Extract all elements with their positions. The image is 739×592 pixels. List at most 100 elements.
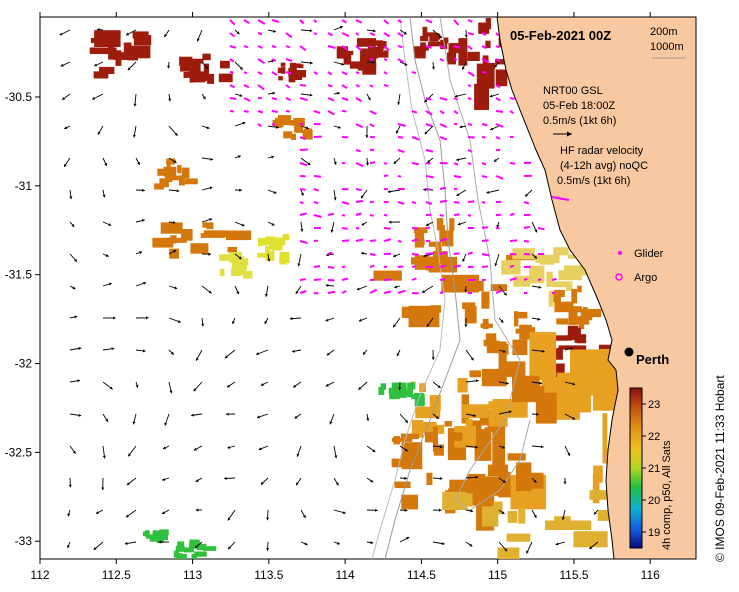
hf-vector <box>285 32 293 39</box>
argo-label: Argo <box>634 272 657 284</box>
gsl-vector-head <box>370 541 374 545</box>
gsl-vector-head <box>128 453 131 457</box>
sst-cell <box>566 282 573 291</box>
x-axis: 112 112.5 113 113.5 114 114.5 115 115.5 116 <box>30 12 660 582</box>
hf-vector <box>453 175 462 179</box>
hf-vector <box>467 97 472 101</box>
sst-cell <box>191 553 198 559</box>
gsl-vector-head <box>102 194 106 198</box>
sst-cell <box>187 62 201 72</box>
sst-cell <box>476 63 495 89</box>
hf-vector <box>229 71 234 74</box>
hf-vector <box>341 214 346 217</box>
sst-cell <box>166 158 176 165</box>
sst-cell <box>411 419 424 438</box>
hf-vector <box>313 265 321 268</box>
sst-cell <box>576 334 587 344</box>
sst-cell <box>170 235 177 244</box>
sst-cell <box>482 55 489 69</box>
gsl-vector-head <box>271 155 275 159</box>
hf-vector <box>285 71 292 75</box>
gsl-vector-head <box>475 445 478 449</box>
sst-cell <box>149 535 160 542</box>
hf-vector <box>439 123 448 129</box>
gsl-vector-head <box>464 324 468 327</box>
gsl-vector-head <box>71 223 75 227</box>
sst-cell <box>184 547 194 553</box>
hf-vector <box>271 123 276 127</box>
sst-cell <box>507 510 518 523</box>
sst-cell <box>202 222 207 228</box>
gsl-vector-head <box>266 517 270 521</box>
sst-cell <box>154 183 165 190</box>
hf-vector <box>411 162 420 166</box>
gsl-vector-head <box>177 320 181 323</box>
hf-vector <box>285 97 291 102</box>
sst-cell <box>467 51 480 61</box>
hf-vector <box>383 227 391 230</box>
sst-cell <box>578 317 585 330</box>
map-title: 05-Feb-2021 00Z <box>510 28 611 43</box>
gsl-vector-head <box>196 357 199 361</box>
gsl-vector-head <box>329 421 333 425</box>
gsl-vector-head <box>176 189 180 193</box>
sst-cell <box>288 73 296 83</box>
sst-cell <box>196 543 207 551</box>
hf-vector <box>537 227 545 231</box>
sst-cell <box>271 241 283 251</box>
hf-vector <box>383 238 392 242</box>
sst-cell <box>573 531 608 548</box>
hf-vector <box>481 45 487 50</box>
hf-vector <box>453 201 460 204</box>
gsl-vector-head <box>93 547 97 550</box>
hf-vector <box>467 45 473 51</box>
sst-cell <box>219 268 225 277</box>
sst-cell <box>425 32 435 37</box>
sst-cell <box>265 236 276 242</box>
sst-cell <box>362 63 377 75</box>
gsl-vector-head <box>439 445 443 449</box>
hf-vector <box>271 45 277 49</box>
hf-vector <box>495 123 504 128</box>
sst-cell <box>176 553 187 559</box>
hf-vector <box>355 162 364 168</box>
gsl-vector-head <box>403 31 407 35</box>
hf-vector <box>341 32 350 38</box>
sst-cell <box>551 335 572 341</box>
sst-cell <box>488 409 508 427</box>
gsl-vector-head <box>101 487 105 491</box>
sst-cell <box>490 284 507 291</box>
gsl-vector-head <box>132 134 136 138</box>
hf-vector <box>271 71 278 77</box>
sst-cell <box>279 256 287 265</box>
gsl-vector-head <box>173 160 177 163</box>
gsl-vector-head <box>475 475 479 479</box>
gsl-vector-head <box>358 386 362 390</box>
gsl-vector-head <box>126 482 130 485</box>
sst-cell <box>516 462 532 491</box>
sst-cell <box>179 56 193 66</box>
gsl-vector-head <box>127 67 131 71</box>
sst-cell <box>419 383 426 393</box>
sst-cell <box>428 241 441 247</box>
sst-cell <box>243 270 253 279</box>
gsl-vector-head <box>206 126 210 130</box>
hf-vector <box>313 71 319 76</box>
sst-cell <box>173 550 179 558</box>
gsl-vector-head <box>111 347 115 351</box>
hf-vector <box>495 32 500 37</box>
hf-vector <box>509 277 518 281</box>
sst-cell <box>464 305 477 324</box>
gsl-vector-head <box>424 99 428 103</box>
hf-vector <box>355 188 362 192</box>
sst-cell <box>428 41 444 47</box>
gsl-vector-head <box>163 446 167 450</box>
sst-cell <box>203 230 227 238</box>
sst-cell <box>492 426 506 470</box>
gsl-vector-head <box>164 422 168 426</box>
hf-vector <box>285 58 293 62</box>
hf-vector <box>355 200 364 203</box>
gsl-vector-head <box>372 29 376 33</box>
gsl-vector-head <box>441 542 445 546</box>
sst-cell <box>99 66 115 74</box>
